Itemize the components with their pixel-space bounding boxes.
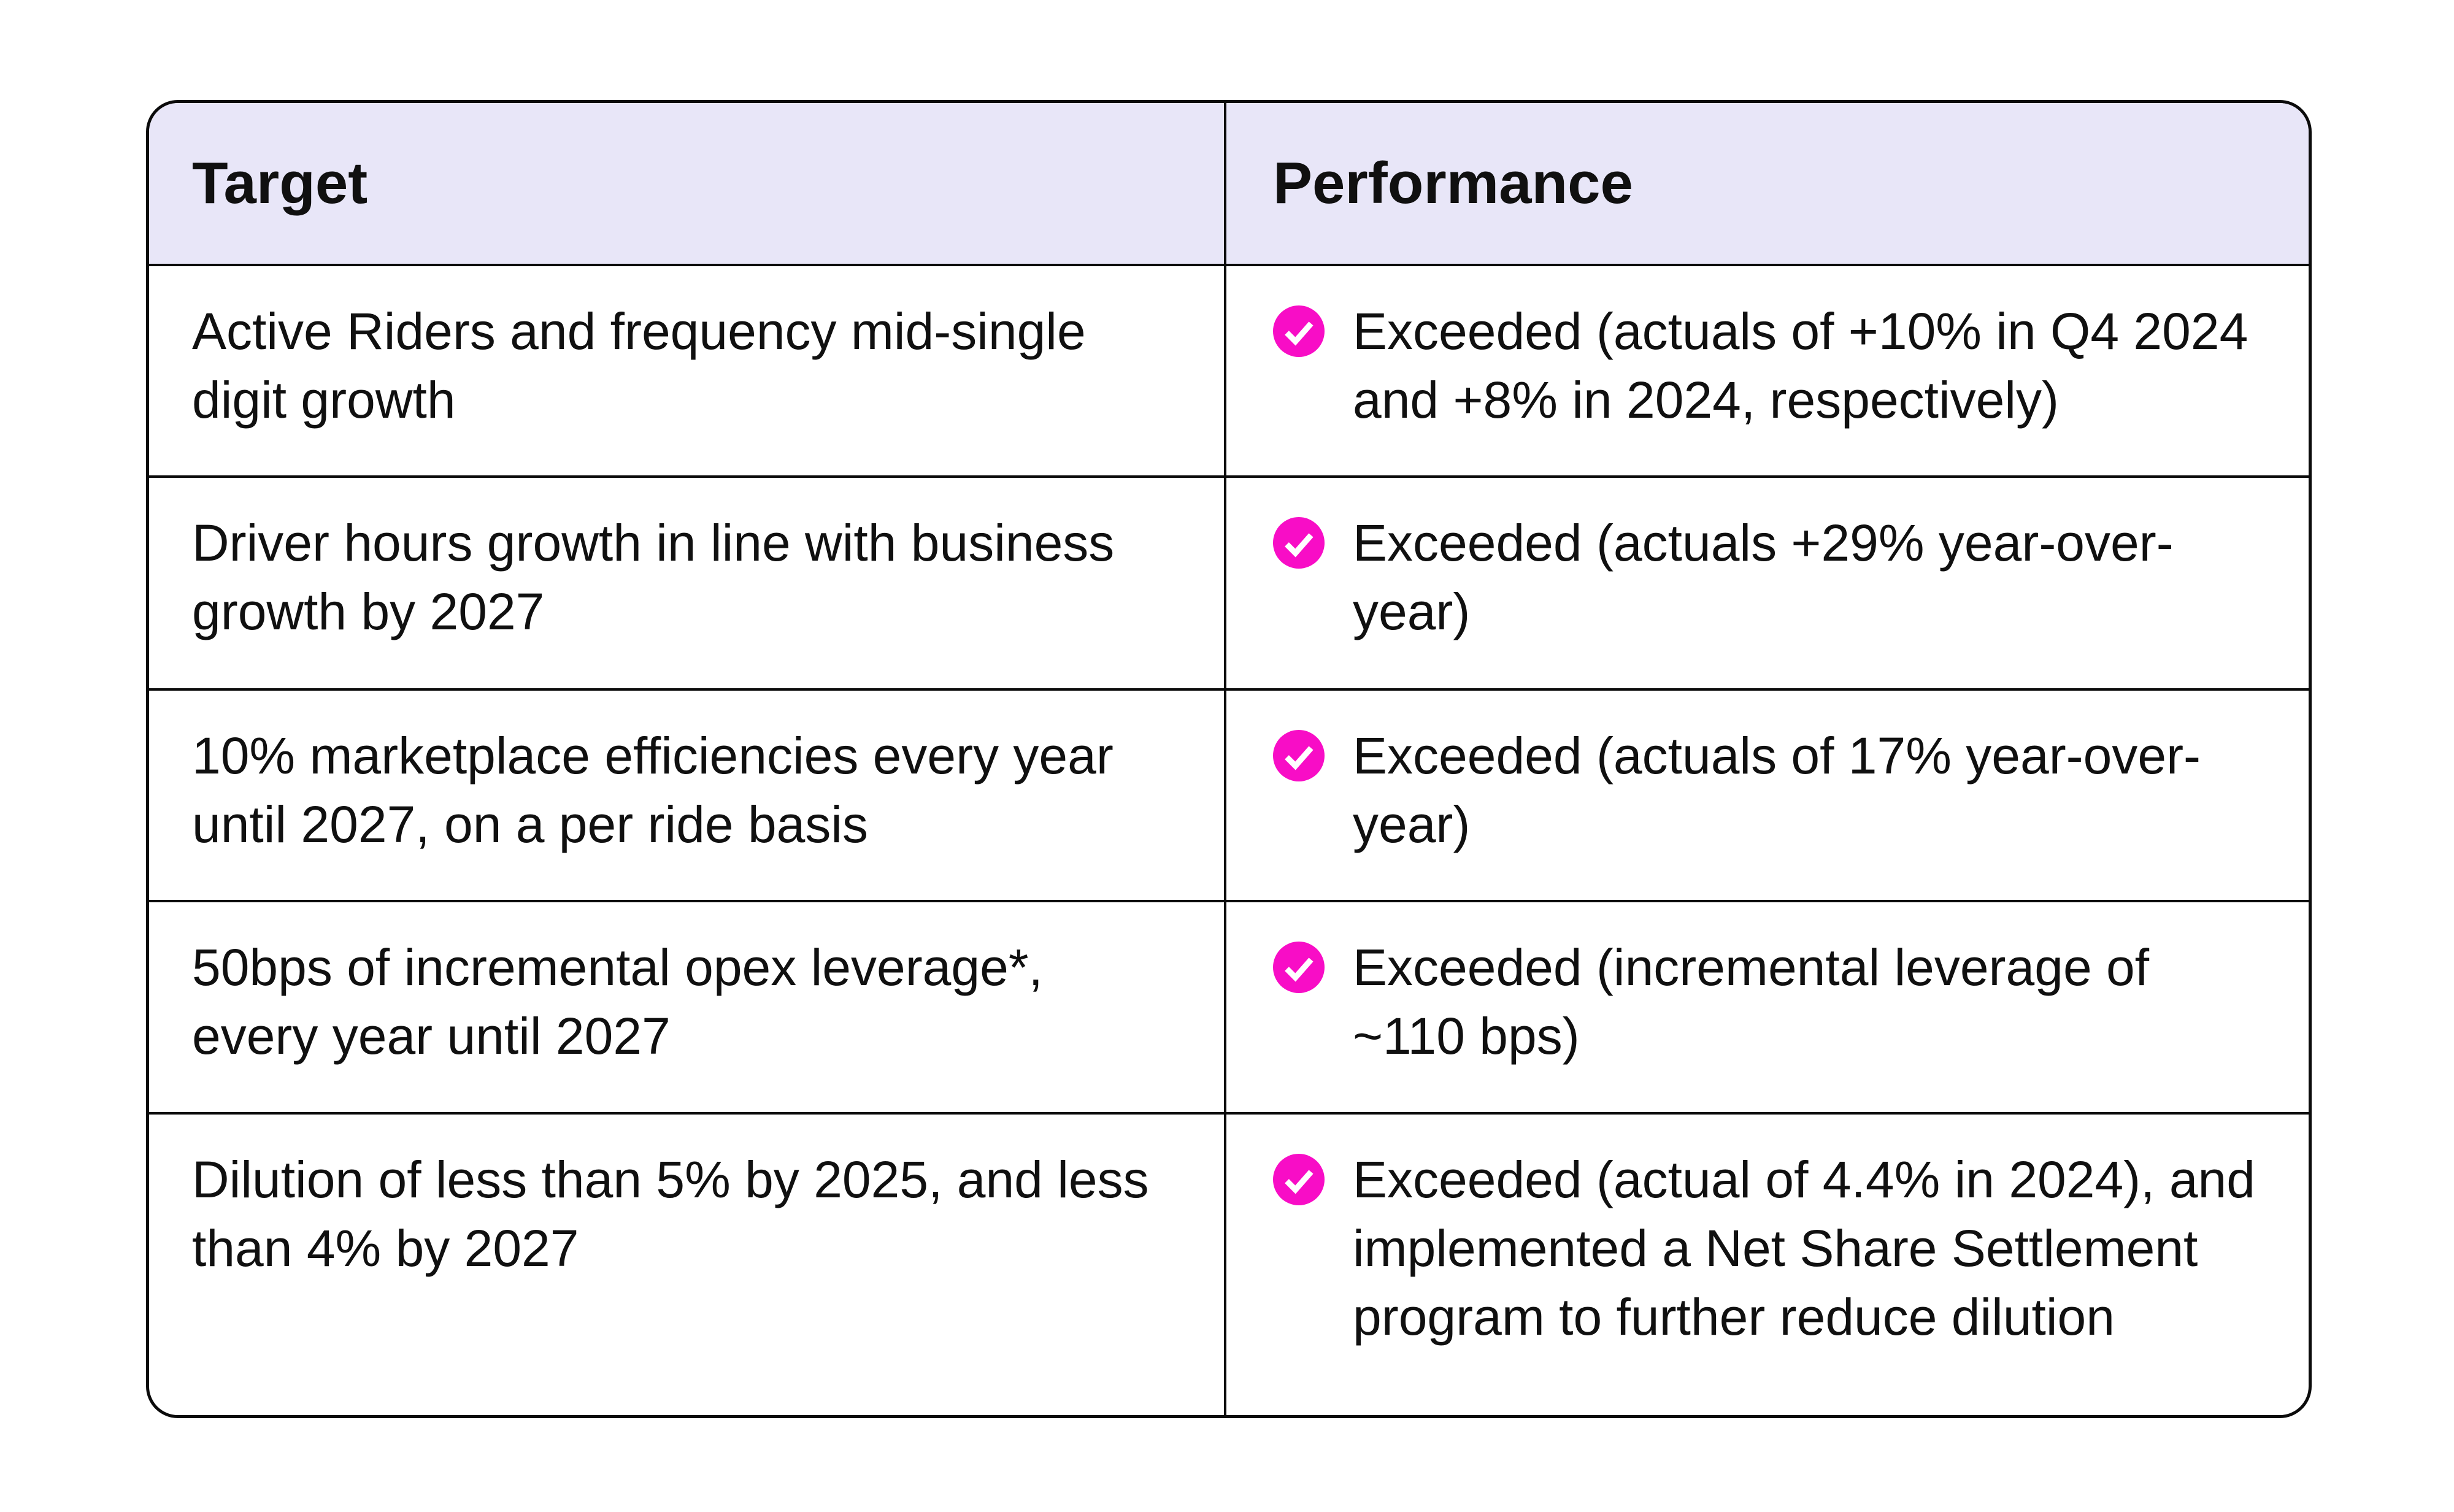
check-circle-icon <box>1273 942 1325 993</box>
target-cell: 50bps of incremental opex leverage*, eve… <box>149 902 1224 1112</box>
check-circle-icon <box>1273 517 1325 569</box>
target-text: Dilution of less than 5% by 2025, and le… <box>192 1151 1149 1277</box>
column-header-target-label: Target <box>192 150 368 216</box>
table-row: 10% marketplace efficiencies every year … <box>149 688 2309 900</box>
check-circle-icon <box>1273 1154 1325 1205</box>
target-cell: 10% marketplace efficiencies every year … <box>149 691 1224 900</box>
target-cell: Driver hours growth in line with busines… <box>149 478 1224 688</box>
target-text: Driver hours growth in line with busines… <box>192 514 1115 640</box>
table-row: Dilution of less than 5% by 2025, and le… <box>149 1112 2309 1415</box>
target-text: 50bps of incremental opex leverage*, eve… <box>192 938 1043 1065</box>
performance-text: Exceeded (actuals of 17% year-over-year) <box>1353 727 2201 853</box>
target-text: 10% marketplace efficiencies every year … <box>192 727 1114 853</box>
column-header-performance-label: Performance <box>1273 150 1633 216</box>
table-row: Driver hours growth in line with busines… <box>149 475 2309 688</box>
performance-cell: Exceeded (actuals of 17% year-over-year) <box>1224 691 2309 900</box>
column-header-target: Target <box>149 103 1224 264</box>
performance-text: Exceeded (incremental leverage of ~110 b… <box>1353 938 2150 1065</box>
performance-cell: Exceeded (actual of 4.4% in 2024), and i… <box>1224 1115 2309 1415</box>
check-circle-icon <box>1273 305 1325 357</box>
performance-text: Exceeded (actuals +29% year-over-year) <box>1353 514 2174 640</box>
performance-cell: Exceeded (actuals of +10% in Q4 2024 and… <box>1224 266 2309 475</box>
column-header-performance: Performance <box>1224 103 2309 264</box>
performance-text: Exceeded (actual of 4.4% in 2024), and i… <box>1353 1151 2255 1346</box>
target-cell: Dilution of less than 5% by 2025, and le… <box>149 1115 1224 1415</box>
target-cell: Active Riders and frequency mid-single d… <box>149 266 1224 475</box>
performance-text: Exceeded (actuals of +10% in Q4 2024 and… <box>1353 302 2248 429</box>
performance-cell: Exceeded (incremental leverage of ~110 b… <box>1224 902 2309 1112</box>
check-circle-icon <box>1273 730 1325 781</box>
table-row: 50bps of incremental opex leverage*, eve… <box>149 900 2309 1112</box>
table-header-row: Target Performance <box>149 103 2309 264</box>
targets-performance-table: Target Performance Active Riders and fre… <box>146 100 2312 1418</box>
performance-cell: Exceeded (actuals +29% year-over-year) <box>1224 478 2309 688</box>
target-text: Active Riders and frequency mid-single d… <box>192 302 1086 429</box>
table-row: Active Riders and frequency mid-single d… <box>149 264 2309 475</box>
